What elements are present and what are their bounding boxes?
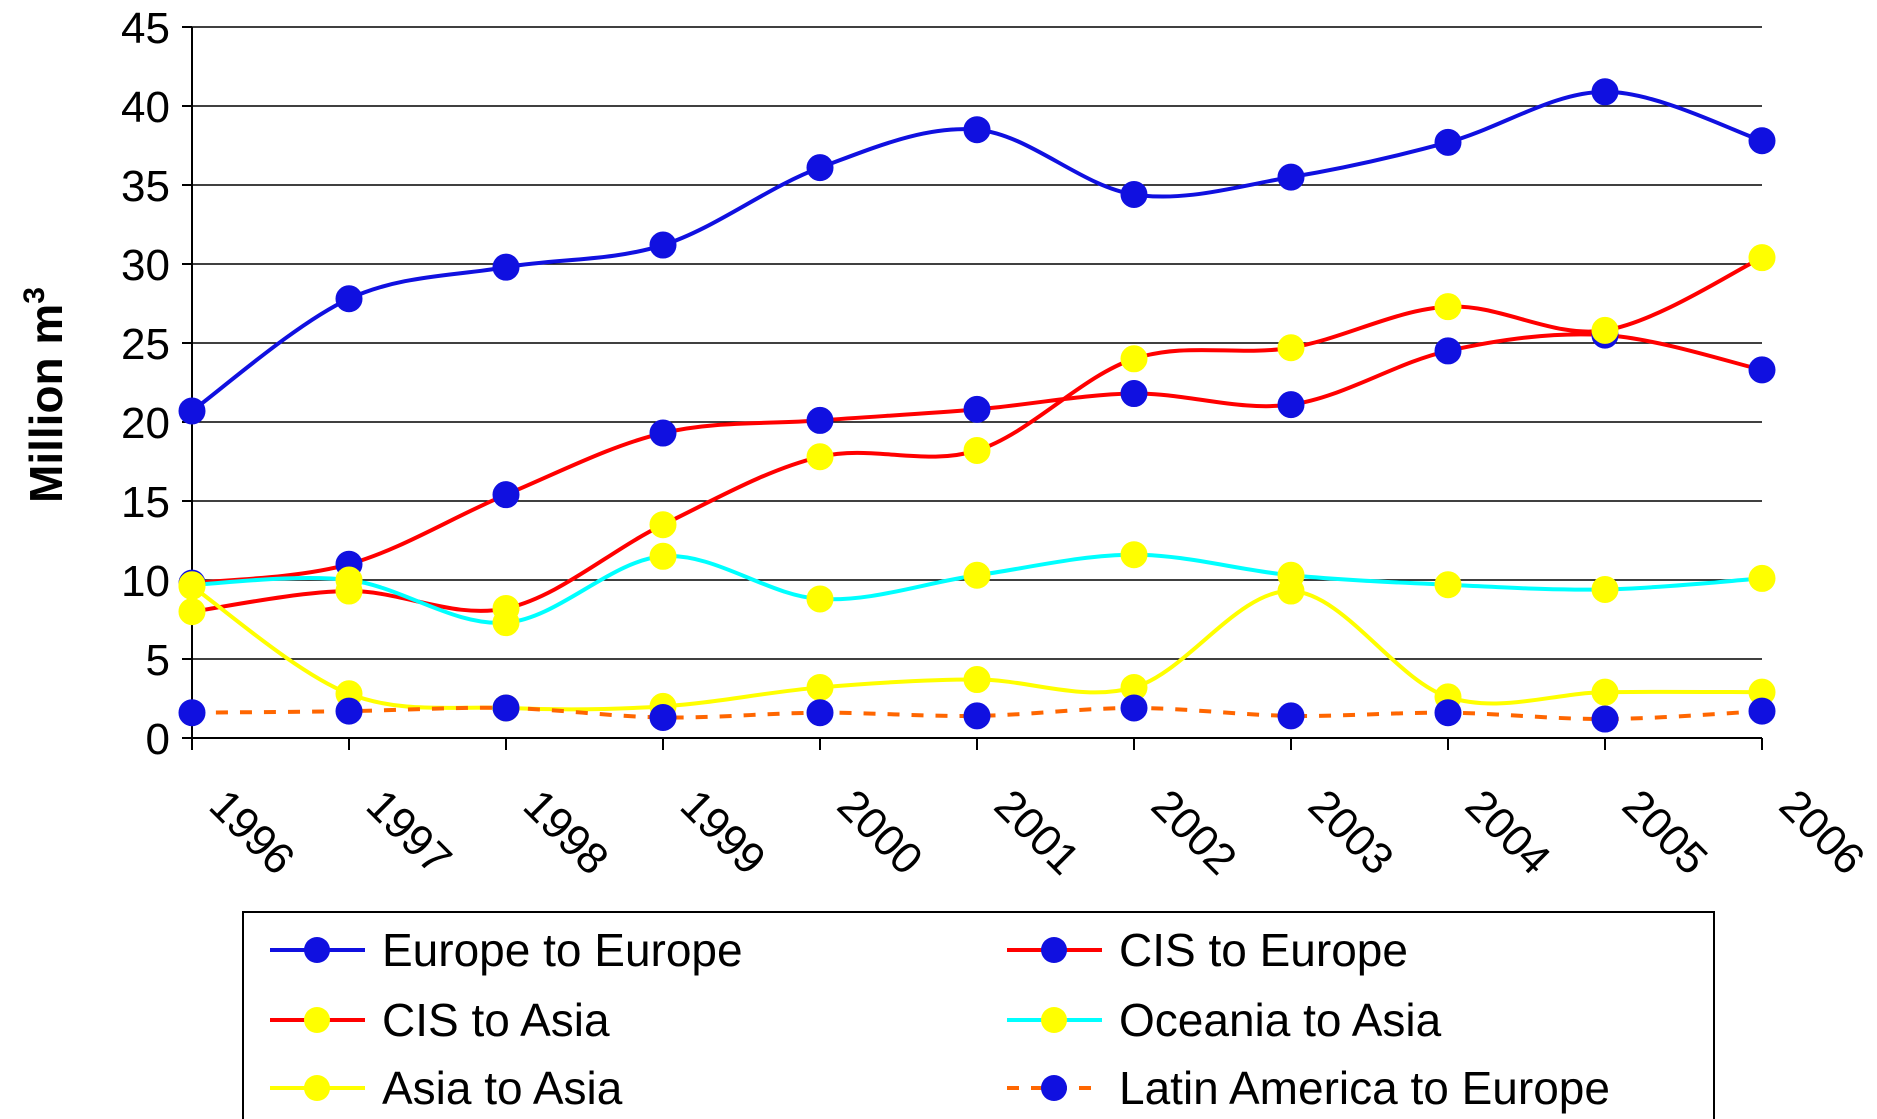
legend-marker [1041, 1075, 1067, 1101]
data-point [1277, 702, 1305, 730]
legend-box [242, 911, 1715, 1119]
data-point [1120, 180, 1148, 208]
legend-marker [1041, 1007, 1067, 1033]
data-point [1434, 699, 1462, 727]
data-point [492, 694, 520, 722]
data-point [1748, 356, 1776, 384]
data-point [806, 443, 834, 471]
legend: Europe to Europe CIS to Europe CIS to Asia… [242, 911, 1715, 1119]
y-tick-label: 40 [121, 83, 170, 132]
data-point [1748, 244, 1776, 272]
data-point [963, 702, 991, 730]
x-tick-label: 2000 [828, 780, 932, 884]
data-point [649, 511, 677, 539]
data-point [1277, 391, 1305, 419]
y-tick-label: 0 [146, 715, 170, 764]
data-point [178, 699, 206, 727]
data-point [649, 419, 677, 447]
data-point [1748, 697, 1776, 725]
data-point [1591, 678, 1619, 706]
data-point [1120, 380, 1148, 408]
x-tick-label: 2001 [985, 780, 1089, 884]
x-tick-label: 1996 [200, 780, 304, 884]
data-point [806, 406, 834, 434]
data-point [492, 481, 520, 509]
y-tick-label: 30 [121, 241, 170, 290]
x-tick-label: 2006 [1770, 780, 1874, 884]
series-line [191, 255, 1763, 614]
legend-label: Oceania to Asia [1119, 994, 1442, 1046]
legend-label: CIS to Asia [382, 994, 610, 1046]
legend-label: Europe to Europe [382, 924, 743, 976]
x-tick-label: 1998 [514, 780, 618, 884]
data-point [1434, 571, 1462, 599]
y-tick-label: 45 [121, 4, 170, 53]
data-point [1748, 564, 1776, 592]
y-tick-label: 5 [146, 636, 170, 685]
data-point [178, 397, 206, 425]
data-point [806, 585, 834, 613]
data-point [1434, 337, 1462, 365]
y-tick-label: 10 [121, 557, 170, 606]
y-tick-label: 35 [121, 162, 170, 211]
data-point [649, 231, 677, 259]
legend-marker [304, 1007, 330, 1033]
y-axis-title: Million m3 [18, 287, 72, 503]
data-point [492, 253, 520, 281]
y-tick-label: 20 [121, 399, 170, 448]
data-point [178, 572, 206, 600]
series-line [191, 705, 1763, 722]
data-point [335, 285, 363, 313]
data-point [1591, 575, 1619, 603]
data-point [1120, 694, 1148, 722]
legend-marker [1041, 937, 1067, 963]
data-point [178, 598, 206, 626]
data-point [1277, 163, 1305, 191]
data-point [806, 699, 834, 727]
data-point [963, 436, 991, 464]
x-tick-label: 2002 [1142, 780, 1246, 884]
data-point [649, 703, 677, 731]
legend-label: Latin America to Europe [1119, 1062, 1610, 1114]
data-point [1748, 127, 1776, 155]
data-point [1591, 705, 1619, 733]
data-point [963, 561, 991, 589]
data-point [1277, 577, 1305, 605]
data-point [335, 566, 363, 594]
x-tick-label: 2005 [1613, 780, 1717, 884]
x-tick-label: 1997 [357, 780, 461, 884]
data-point [1434, 128, 1462, 156]
y-axis-title-superscript: 3 [18, 287, 51, 304]
y-axis: 0 5 10 15 20 25 30 35 40 45 [121, 4, 193, 764]
legend-label: Asia to Asia [382, 1062, 623, 1114]
data-point [492, 609, 520, 637]
data-point [1591, 316, 1619, 344]
data-point [1591, 78, 1619, 106]
y-tick-label: 25 [121, 320, 170, 369]
data-point [963, 666, 991, 694]
data-point [963, 116, 991, 144]
series-markers [178, 78, 1776, 733]
legend-label: CIS to Europe [1119, 924, 1408, 976]
data-point [1277, 334, 1305, 362]
x-tick-label: 2003 [1299, 780, 1403, 884]
legend-marker [304, 1075, 330, 1101]
data-point [1434, 293, 1462, 321]
x-tick-label: 2004 [1456, 780, 1560, 884]
data-point [1120, 541, 1148, 569]
data-point [335, 697, 363, 725]
y-tick-label: 15 [121, 478, 170, 527]
data-point [649, 542, 677, 570]
legend-marker [304, 937, 330, 963]
data-point [1120, 345, 1148, 373]
data-point [806, 673, 834, 701]
x-tick-label: 1999 [671, 780, 775, 884]
data-point [806, 154, 834, 182]
data-point [963, 395, 991, 423]
x-axis: 1996 1997 1998 1999 2000 2001 2002 2003 2004 2005… [191, 737, 1874, 884]
